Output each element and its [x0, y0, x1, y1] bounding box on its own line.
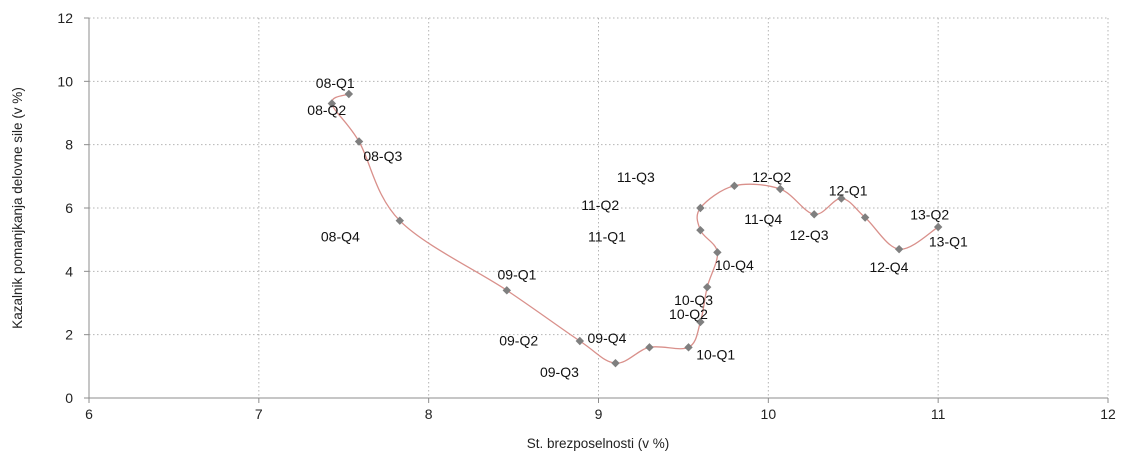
data-point-12-q3: [860, 213, 870, 222]
data-label-08-q1: 08-Q1: [316, 75, 355, 91]
data-point-11-q2: [696, 203, 705, 213]
y-tick-label: 8: [65, 137, 73, 153]
y-axis-title: Kazalnik pomanjkanja delovne sile (v %): [10, 87, 25, 329]
data-label-09-q4: 09-Q4: [588, 330, 627, 346]
data-point-11-q4: [776, 184, 785, 194]
y-tick-label: 0: [65, 390, 73, 406]
x-tick-label: 10: [761, 406, 777, 422]
data-label-10-q3: 10-Q3: [674, 292, 713, 308]
x-axis-title: St. brezposelnosti (v %): [527, 436, 670, 451]
data-point-10-q3: [702, 282, 712, 292]
data-label-11-q2: 11-Q2: [581, 197, 619, 213]
data-label-09-q1: 09-Q1: [498, 267, 537, 283]
data-point-13-q1: [933, 222, 943, 232]
data-label-13-q2: 13-Q2: [910, 206, 949, 222]
series-line: [331, 93, 939, 364]
data-label-11-q3: 11-Q3: [617, 169, 655, 185]
data-point-11-q3: [730, 181, 739, 191]
data-point-10-q2: [696, 317, 705, 327]
data-point-09-q3: [611, 358, 620, 368]
y-tick-label: 6: [65, 200, 73, 216]
data-label-12-q1: 12-Q1: [829, 183, 868, 199]
data-point-08-q4: [395, 216, 404, 225]
x-tick-label: 9: [595, 406, 603, 422]
x-tick-label: 12: [1100, 406, 1116, 422]
data-markers: [327, 89, 943, 368]
data-label-09-q3: 09-Q3: [540, 364, 579, 380]
data-label-08-q3: 08-Q3: [363, 148, 402, 164]
y-tick-label: 2: [65, 327, 73, 343]
data-point-08-q3: [354, 137, 364, 146]
x-tick-label: 11: [931, 406, 946, 422]
data-label-11-q4: 11-Q4: [744, 211, 782, 227]
data-label-09-q2: 09-Q2: [499, 332, 538, 348]
data-point-09-q1: [502, 286, 511, 295]
data-point-12-q1: [809, 210, 819, 219]
y-tick-label: 4: [65, 263, 73, 279]
data-label-13-q1: 13-Q1: [929, 233, 968, 249]
data-label-12-q2: 12-Q2: [752, 169, 791, 185]
data-point-08-q2: [327, 99, 337, 108]
data-point-10-q1: [684, 343, 693, 352]
axes: [84, 17, 1109, 403]
data-label-12-q4: 12-Q4: [869, 259, 908, 275]
data-label-11-q1: 11-Q1: [588, 229, 626, 245]
data-label-10-q4: 10-Q4: [715, 257, 754, 273]
x-tick-label: 6: [85, 406, 93, 422]
y-tick-label: 12: [57, 10, 73, 26]
y-axis-ticks: 0 2 4 6 8 10 12: [57, 10, 73, 406]
x-axis-ticks: 6 7 8 9 10 11 12: [85, 406, 1116, 422]
y-tick-label: 10: [57, 73, 73, 89]
data-point-09-q4: [645, 343, 654, 352]
data-label-08-q2: 08-Q2: [307, 102, 346, 118]
x-tick-label: 7: [255, 406, 263, 422]
data-label-10-q2: 10-Q2: [669, 306, 708, 322]
data-label-10-q1: 10-Q1: [696, 346, 735, 362]
data-label-08-q4: 08-Q4: [321, 229, 360, 245]
grid: [89, 17, 1109, 398]
data-point-10-q4: [713, 248, 722, 257]
x-tick-label: 8: [425, 406, 433, 422]
data-label-12-q3: 12-Q3: [790, 227, 829, 243]
data-point-11-q1: [696, 225, 705, 235]
data-point-08-q1: [344, 89, 354, 99]
data-point-12-q4: [894, 244, 904, 254]
data-point-09-q2: [575, 336, 585, 346]
data-point-12-q2: [837, 194, 846, 203]
